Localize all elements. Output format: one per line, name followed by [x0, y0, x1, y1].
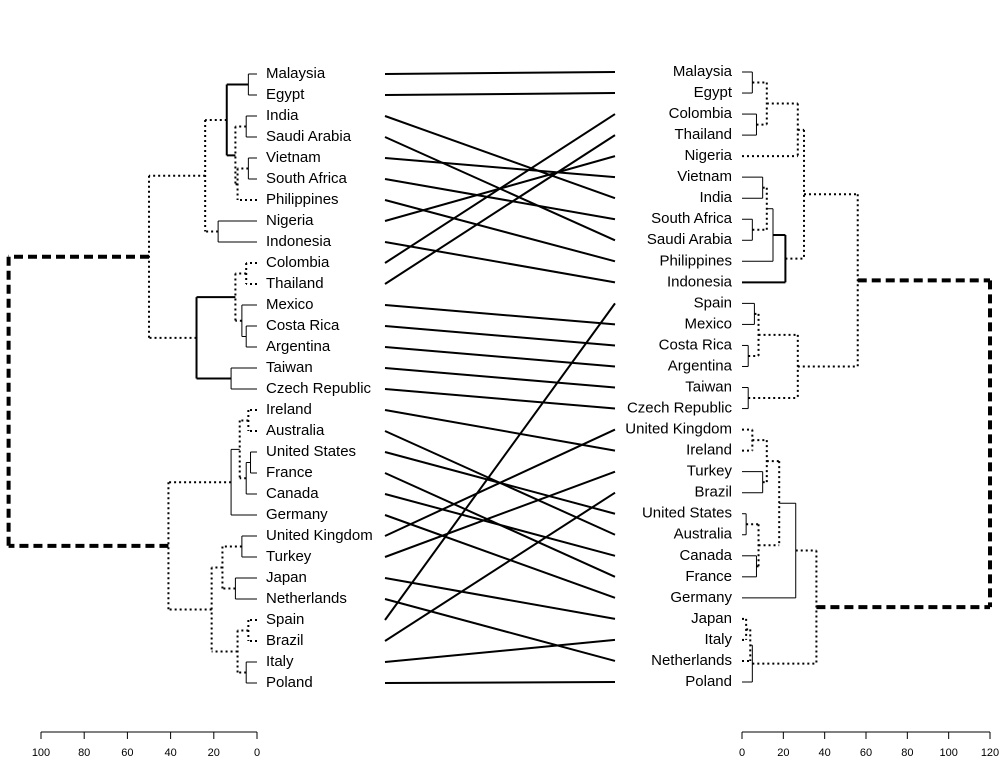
leaf-label: Germany — [266, 506, 328, 523]
connector — [384, 241, 616, 284]
leaf-label: Colombia — [266, 254, 330, 271]
leaf-label: Czech Republic — [627, 400, 733, 417]
leaf-label: Vietnam — [677, 168, 732, 185]
x-tick-label: 120 — [981, 747, 999, 759]
leaf-label: Malaysia — [673, 63, 733, 80]
leaf-label: Turkey — [266, 548, 312, 565]
leaf-label: Italy — [266, 653, 294, 670]
connector — [384, 577, 616, 620]
x-tick-label: 0 — [254, 747, 260, 759]
x-tick-label: 80 — [78, 747, 90, 759]
leaf-label: Indonesia — [266, 233, 332, 250]
leaf-label: Taiwan — [266, 359, 313, 376]
leaf-label: Netherlands — [651, 652, 732, 669]
leaf-label: South Africa — [651, 210, 733, 227]
connector — [384, 92, 616, 96]
x-tick-label: 60 — [121, 747, 133, 759]
connector — [384, 514, 616, 599]
leaf-label: Poland — [685, 673, 732, 690]
leaf-label: United States — [642, 505, 732, 522]
connector — [384, 157, 616, 179]
connector — [384, 178, 616, 221]
connector — [384, 388, 616, 410]
leaf-label: Philippines — [659, 252, 732, 269]
leaf-label: Czech Republic — [266, 380, 372, 397]
leaf-label: Taiwan — [685, 378, 732, 395]
leaf-label: Turkey — [687, 463, 733, 480]
leaf-label: Egypt — [266, 86, 305, 103]
leaf-label: United Kingdom — [625, 421, 732, 438]
x-tick-label: 100 — [939, 747, 957, 759]
leaf-label: Costa Rica — [659, 336, 733, 353]
leaf-label: Spain — [694, 294, 732, 311]
leaf-label: Brazil — [694, 484, 732, 501]
leaf-label: Argentina — [668, 357, 733, 374]
leaf-label: Egypt — [694, 84, 733, 101]
leaf-label: Australia — [266, 422, 325, 439]
x-tick-label: 40 — [164, 747, 176, 759]
leaf-label: Malaysia — [266, 65, 326, 82]
leaf-label: Vietnam — [266, 149, 321, 166]
leaf-label: Ireland — [686, 442, 732, 459]
connector — [384, 367, 616, 389]
leaf-label: Thailand — [266, 275, 324, 292]
leaf-label: Saudi Arabia — [647, 231, 733, 248]
connector — [384, 428, 616, 537]
connector — [384, 113, 616, 264]
x-tick-label: 80 — [901, 747, 913, 759]
leaf-label: Netherlands — [266, 590, 347, 607]
connector — [384, 304, 616, 326]
leaf-label: Japan — [691, 610, 732, 627]
x-tick-label: 100 — [32, 747, 50, 759]
connector — [384, 638, 616, 663]
connector — [384, 71, 616, 75]
leaf-label: Japan — [266, 569, 307, 586]
leaf-label: Mexico — [684, 315, 732, 332]
leaf-label: Indonesia — [667, 273, 733, 290]
connector — [384, 325, 616, 347]
leaf-label: Italy — [704, 631, 732, 648]
x-tick-label: 40 — [819, 747, 831, 759]
leaf-label: Ireland — [266, 401, 312, 418]
connector — [384, 134, 616, 285]
connector — [384, 115, 616, 200]
connector — [384, 493, 616, 557]
connector — [384, 491, 616, 642]
leaf-label: Thailand — [674, 126, 732, 143]
leaf-label: India — [266, 107, 299, 124]
leaf-label: Colombia — [669, 105, 733, 122]
leaf-label: South Africa — [266, 170, 348, 187]
connector — [384, 681, 616, 684]
leaf-label: Spain — [266, 611, 304, 628]
x-tick-label: 0 — [739, 747, 745, 759]
leaf-label: Canada — [679, 547, 732, 564]
connector — [384, 409, 616, 452]
leaf-label: Costa Rica — [266, 317, 340, 334]
x-tick-label: 20 — [208, 747, 220, 759]
connector — [384, 470, 616, 558]
leaf-label: Poland — [266, 674, 313, 691]
leaf-label: United Kingdom — [266, 527, 373, 544]
leaf-label: India — [699, 189, 732, 206]
leaf-label: France — [266, 464, 313, 481]
x-tick-label: 20 — [777, 747, 789, 759]
leaf-label: Saudi Arabia — [266, 128, 352, 145]
connector — [384, 598, 616, 662]
leaf-label: Canada — [266, 485, 319, 502]
connector — [384, 302, 616, 621]
leaf-label: Nigeria — [266, 212, 314, 229]
leaf-label: Brazil — [266, 632, 304, 649]
leaf-label: France — [685, 568, 732, 585]
leaf-label: Mexico — [266, 296, 314, 313]
leaf-label: Nigeria — [684, 147, 732, 164]
leaf-label: Germany — [670, 589, 732, 606]
leaf-label: United States — [266, 443, 356, 460]
connector — [384, 346, 616, 368]
leaf-label: Philippines — [266, 191, 339, 208]
leaf-label: Argentina — [266, 338, 331, 355]
leaf-label: Australia — [674, 526, 733, 543]
x-tick-label: 60 — [860, 747, 872, 759]
